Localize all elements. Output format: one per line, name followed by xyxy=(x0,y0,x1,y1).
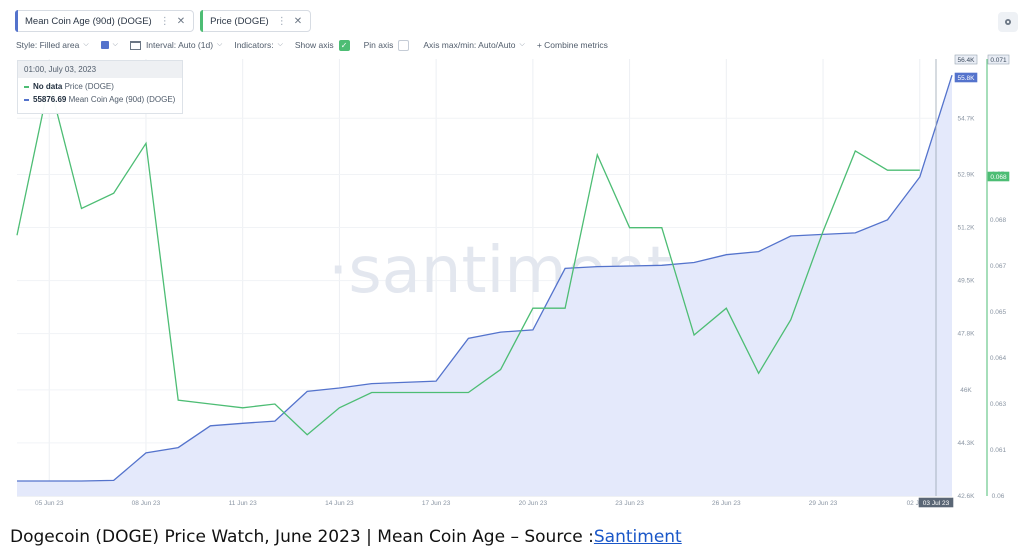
tab-price[interactable]: Price (DOGE) ⋮ ✕ xyxy=(200,10,312,32)
x-tick-label: 08 Jun 23 xyxy=(132,500,161,507)
chart[interactable]: ·santiment· 05 Jun 23 08 Jun 23 11 Jun 23 1… xyxy=(0,52,1024,512)
chevron-down-icon: ⌵ xyxy=(519,41,525,48)
chart-toolbar: Style: Filled area ⌵ ⌵ Interval: Auto (1d… xyxy=(16,38,608,52)
left-max-badge-bg xyxy=(954,54,978,65)
left-axis-tick-label: 42.6K xyxy=(958,493,976,500)
mean-coin-age-line xyxy=(17,75,953,482)
right-current-badge-bg xyxy=(987,171,1010,182)
mean-coin-age-area xyxy=(17,75,952,496)
chevron-down-icon: ⌵ xyxy=(112,41,118,48)
x-tick-label: 05 Jun 23 xyxy=(35,500,64,507)
tab-accent xyxy=(200,10,204,32)
tooltip-row-age: 55876.69 Mean Coin Age (90d) (DOGE) xyxy=(18,95,182,104)
left-current-badge: 55.8K xyxy=(958,75,976,82)
pin-axis-label: Pin axis xyxy=(363,40,394,50)
x-tick-label: 26 Jun 23 xyxy=(712,500,741,507)
close-icon[interactable]: ✕ xyxy=(176,15,186,27)
figure-caption: Dogecoin (DOGE) Price Watch, June 2023 |… xyxy=(10,527,682,547)
tab-label: Price (DOGE) xyxy=(210,15,269,27)
legend-dash xyxy=(24,99,29,101)
combine-metrics-button[interactable]: + Combine metrics xyxy=(536,40,608,50)
tooltip-value: 55876.69 xyxy=(33,95,67,104)
chevron-down-icon: ⌵ xyxy=(83,41,89,48)
close-icon[interactable]: ✕ xyxy=(293,15,303,27)
right-axis-tick-label: 0.064 xyxy=(990,355,1007,362)
show-axis-label: Show axis xyxy=(294,40,334,50)
tooltip-date: 01:00, July 03, 2023 xyxy=(18,61,182,78)
left-axis-tick-label: 54.7K xyxy=(958,115,976,122)
more-options-icon[interactable]: ⋮ xyxy=(159,15,170,27)
left-axis-tick-label: 52.9K xyxy=(958,171,976,178)
date-badge-bg xyxy=(918,497,954,508)
show-axis-checkbox[interactable]: ✓ xyxy=(338,39,350,51)
right-axis-tick-label: 0.067 xyxy=(990,263,1007,270)
x-tick-label: 20 Jun 23 xyxy=(519,500,548,507)
left-axis-tick-label: 46K xyxy=(960,387,972,394)
left-max-badge: 56.4K xyxy=(958,57,976,64)
settings-button[interactable] xyxy=(998,12,1018,32)
left-axis-tick-label: 44.3K xyxy=(958,440,976,447)
pin-axis-checkbox[interactable] xyxy=(398,39,410,51)
metric-tabs: Mean Coin Age (90d) (DOGE) ⋮ ✕ Price (DO… xyxy=(15,10,312,32)
settings-gear-icon xyxy=(1005,19,1011,25)
x-tick-label: 17 Jun 23 xyxy=(422,500,451,507)
tab-mean-coin-age[interactable]: Mean Coin Age (90d) (DOGE) ⋮ ✕ xyxy=(15,10,195,32)
tooltip-label: Price (DOGE) xyxy=(64,82,114,91)
right-axis-tick-label: 0.063 xyxy=(990,401,1007,408)
legend-dash xyxy=(24,86,29,88)
more-options-icon[interactable]: ⋮ xyxy=(276,15,287,27)
interval-select[interactable]: Interval: Auto (1d) xyxy=(145,40,214,50)
right-axis-tick-label: 0.061 xyxy=(990,447,1007,454)
tab-label: Mean Coin Age (90d) (DOGE) xyxy=(25,15,152,27)
tooltip-label: Mean Coin Age (90d) (DOGE) xyxy=(68,95,176,104)
right-axis-tick-label: 0.06 xyxy=(992,493,1005,500)
right-axis-tick-label: 0.065 xyxy=(990,309,1007,316)
caption-text: Dogecoin (DOGE) Price Watch, June 2023 |… xyxy=(10,527,594,547)
indicators-select[interactable]: Indicators: xyxy=(234,40,274,50)
color-swatch[interactable] xyxy=(100,41,109,49)
left-axis-tick-label: 49.5K xyxy=(958,278,976,285)
chevron-down-icon: ⌵ xyxy=(217,41,223,48)
x-tick-label: 29 Jun 23 xyxy=(809,500,838,507)
axis-maxmin-select[interactable]: Axis max/min: Auto/Auto xyxy=(423,40,516,50)
tooltip-row-price: No data Price (DOGE) xyxy=(18,82,182,91)
style-select[interactable]: Style: Filled area xyxy=(16,40,80,50)
left-axis-tick-label: 47.8K xyxy=(958,331,976,338)
calendar-icon xyxy=(129,40,141,50)
tab-accent xyxy=(15,10,18,32)
price-line xyxy=(16,81,920,436)
right-max-badge-bg xyxy=(987,54,1010,65)
left-current-badge-bg xyxy=(954,72,978,83)
right-current-badge: 0.068 xyxy=(990,174,1007,181)
x-tick-label: 23 Jun 23 xyxy=(615,500,644,507)
date-badge: 03 Jul 23 xyxy=(923,500,950,507)
right-axis-tick-label: 0.068 xyxy=(990,217,1007,224)
right-max-badge: 0.071 xyxy=(990,57,1007,64)
source-link[interactable]: Santiment xyxy=(593,527,682,547)
x-tick-label: 11 Jun 23 xyxy=(229,500,257,507)
x-tick-label: 14 Jun 23 xyxy=(325,500,354,507)
chevron-down-icon: ⌵ xyxy=(277,41,283,48)
chart-tooltip: 01:00, July 03, 2023 No data Price (DOGE… xyxy=(17,60,183,114)
tooltip-value: No data xyxy=(33,82,63,91)
left-axis-tick-label: 51.2K xyxy=(958,225,976,232)
